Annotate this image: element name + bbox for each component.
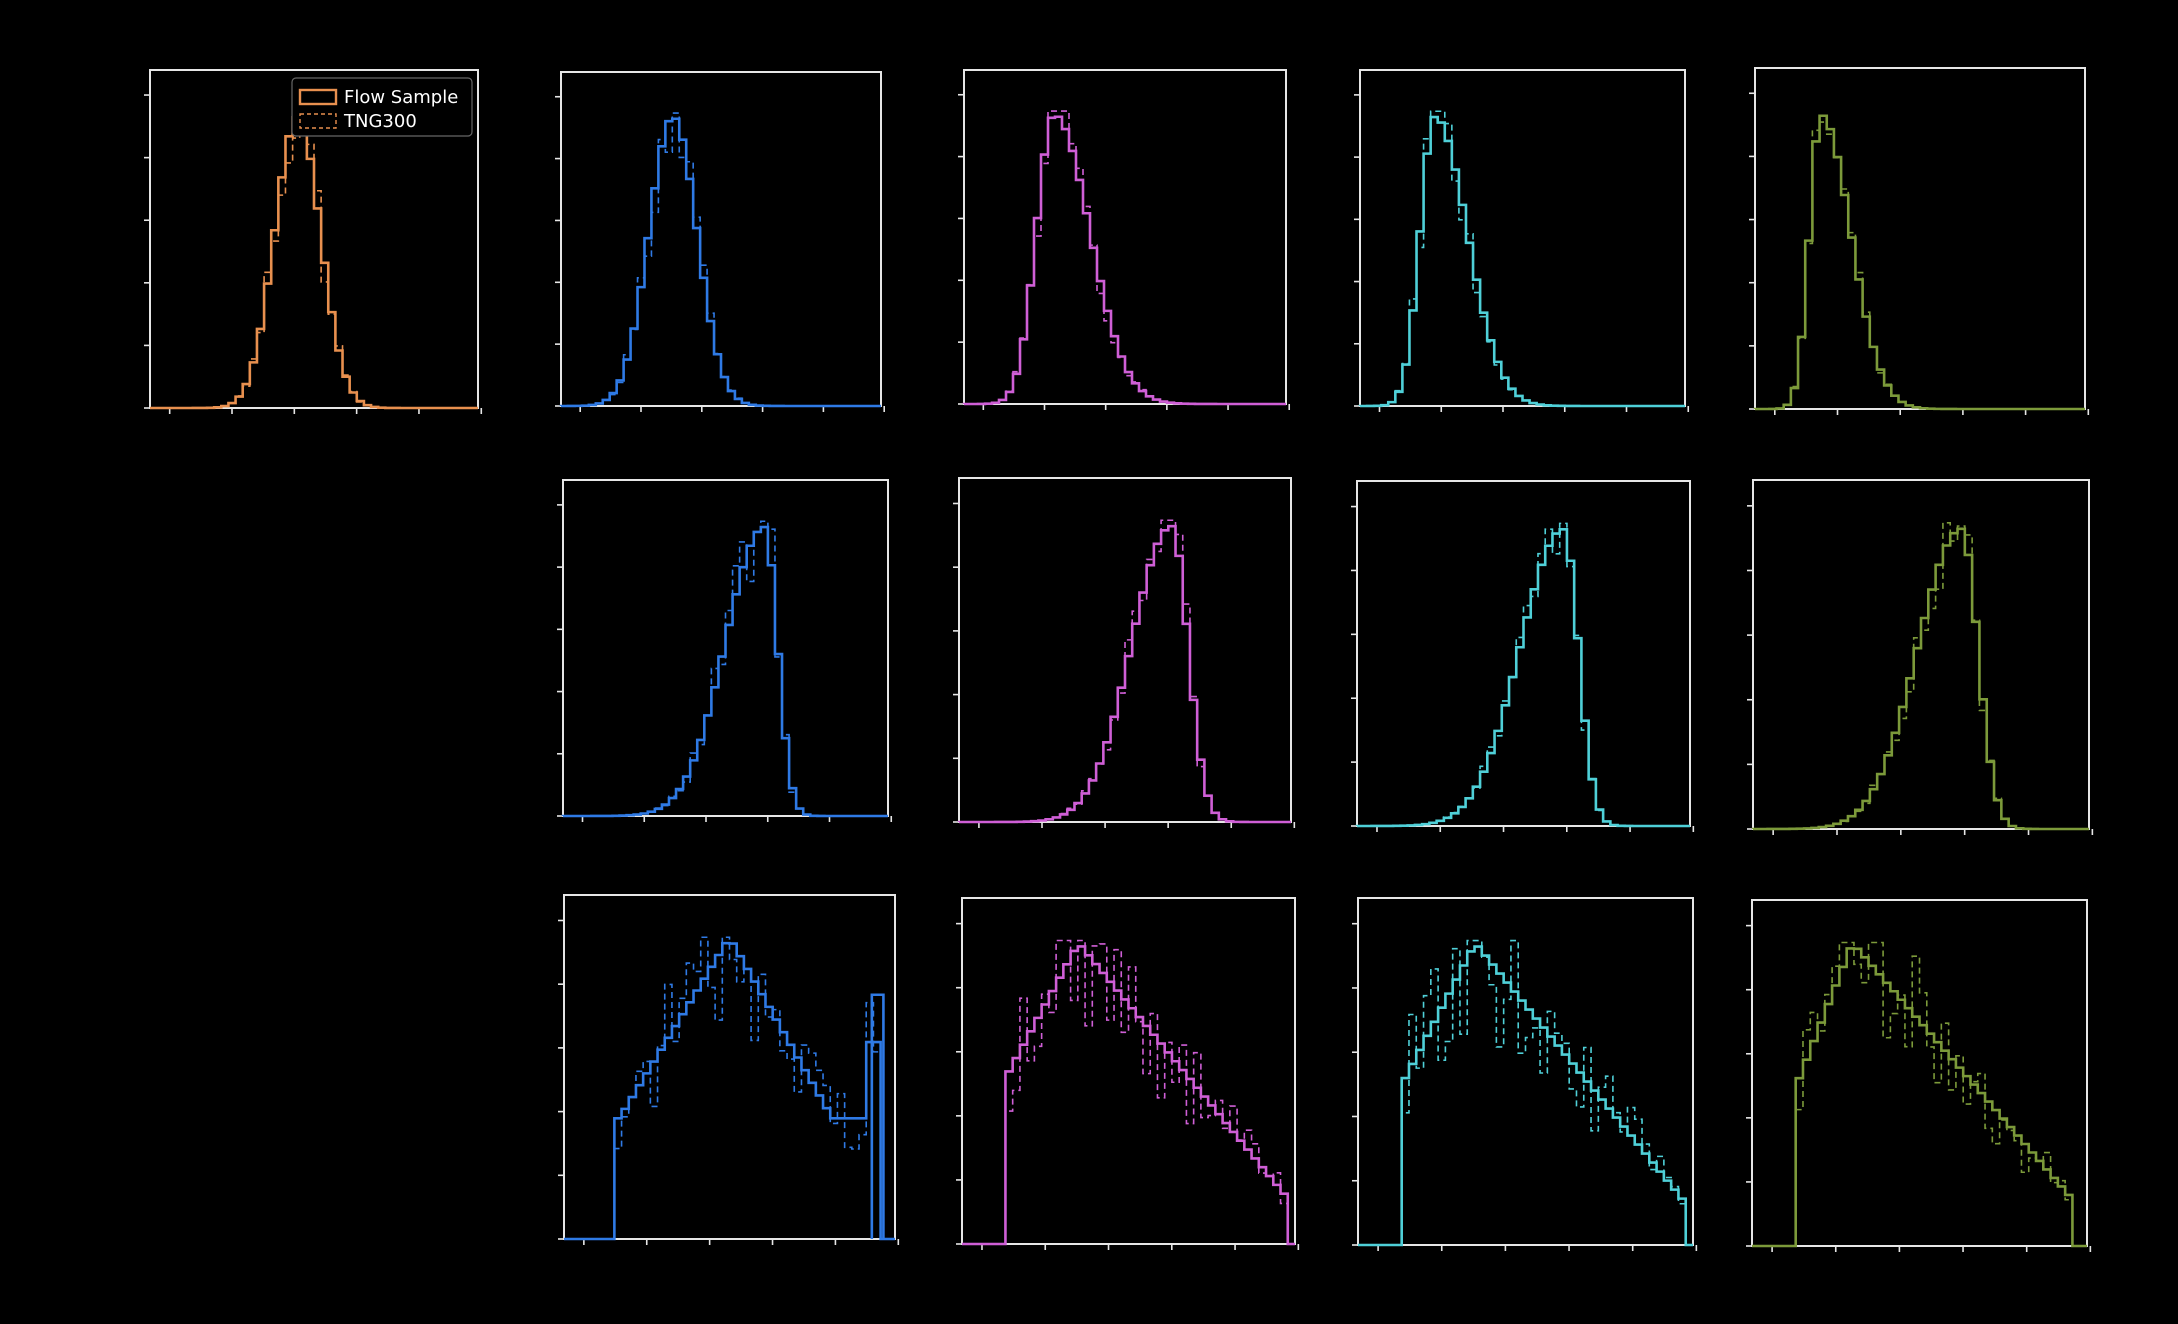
legend-swatch-tng300 bbox=[299, 113, 337, 129]
tng300-histogram bbox=[1752, 522, 2089, 830]
panel-r0c4 bbox=[1749, 67, 2090, 415]
panel-frame bbox=[1359, 69, 1686, 407]
panel-r1c3 bbox=[1351, 480, 1695, 832]
panel-frame bbox=[1356, 480, 1691, 827]
panel-frame bbox=[1357, 897, 1694, 1246]
tng300-histogram bbox=[959, 519, 1291, 823]
panel-frame bbox=[1751, 899, 2088, 1247]
panel-frame bbox=[958, 477, 1292, 823]
flow-sample-histogram bbox=[1755, 114, 2085, 411]
legend: Flow Sample TNG300 bbox=[291, 77, 473, 137]
panel-frame bbox=[562, 479, 889, 817]
flow-sample-histogram bbox=[561, 525, 888, 818]
tng300-histogram bbox=[560, 112, 881, 407]
panel-r1c2 bbox=[953, 477, 1296, 828]
legend-label-flow-sample: Flow Sample bbox=[344, 87, 458, 108]
tng300-histogram bbox=[562, 520, 888, 817]
edge-spike bbox=[870, 993, 885, 1239]
tng300-histogram bbox=[1356, 522, 1690, 827]
panel-r2c1 bbox=[558, 894, 900, 1245]
flow-sample-histogram bbox=[1355, 528, 1690, 828]
panel-frame bbox=[963, 69, 1287, 405]
tng300-histogram bbox=[963, 110, 1286, 405]
tng300-histogram bbox=[1752, 941, 2087, 1247]
flow-sample-histogram bbox=[1752, 947, 2087, 1248]
panel-frame bbox=[1754, 67, 2086, 410]
panel-frame bbox=[149, 69, 479, 409]
panel-r1c1 bbox=[557, 479, 893, 822]
panel-r2c3 bbox=[1352, 897, 1698, 1251]
tng300-histogram bbox=[1755, 121, 2085, 410]
panel-r0c0: Flow Sample TNG300 bbox=[144, 69, 483, 414]
panel-r2c4 bbox=[1746, 899, 2092, 1252]
flow-sample-histogram bbox=[1358, 945, 1693, 1247]
panel-frame bbox=[1752, 479, 2090, 830]
panel-frame bbox=[560, 71, 882, 407]
flow-sample-histogram bbox=[962, 945, 1295, 1246]
flow-sample-histogram bbox=[1751, 527, 2089, 831]
tng300-histogram bbox=[1358, 939, 1693, 1246]
flow-sample-histogram bbox=[559, 117, 881, 408]
panel-r1c4 bbox=[1747, 479, 2094, 835]
legend-swatch-flow-sample bbox=[298, 88, 338, 106]
flow-sample-histogram bbox=[150, 116, 478, 410]
panel-r0c3 bbox=[1354, 69, 1690, 412]
panel-frame bbox=[563, 894, 896, 1240]
tng300-histogram bbox=[1359, 110, 1685, 407]
panel-r0c1 bbox=[555, 71, 886, 412]
tng300-histogram bbox=[962, 939, 1295, 1245]
tng300-histogram bbox=[564, 936, 895, 1240]
panel-r2c2 bbox=[956, 897, 1300, 1250]
legend-label-tng300: TNG300 bbox=[343, 111, 417, 132]
panel-r0c2 bbox=[958, 69, 1291, 410]
panel-frame bbox=[961, 897, 1296, 1245]
